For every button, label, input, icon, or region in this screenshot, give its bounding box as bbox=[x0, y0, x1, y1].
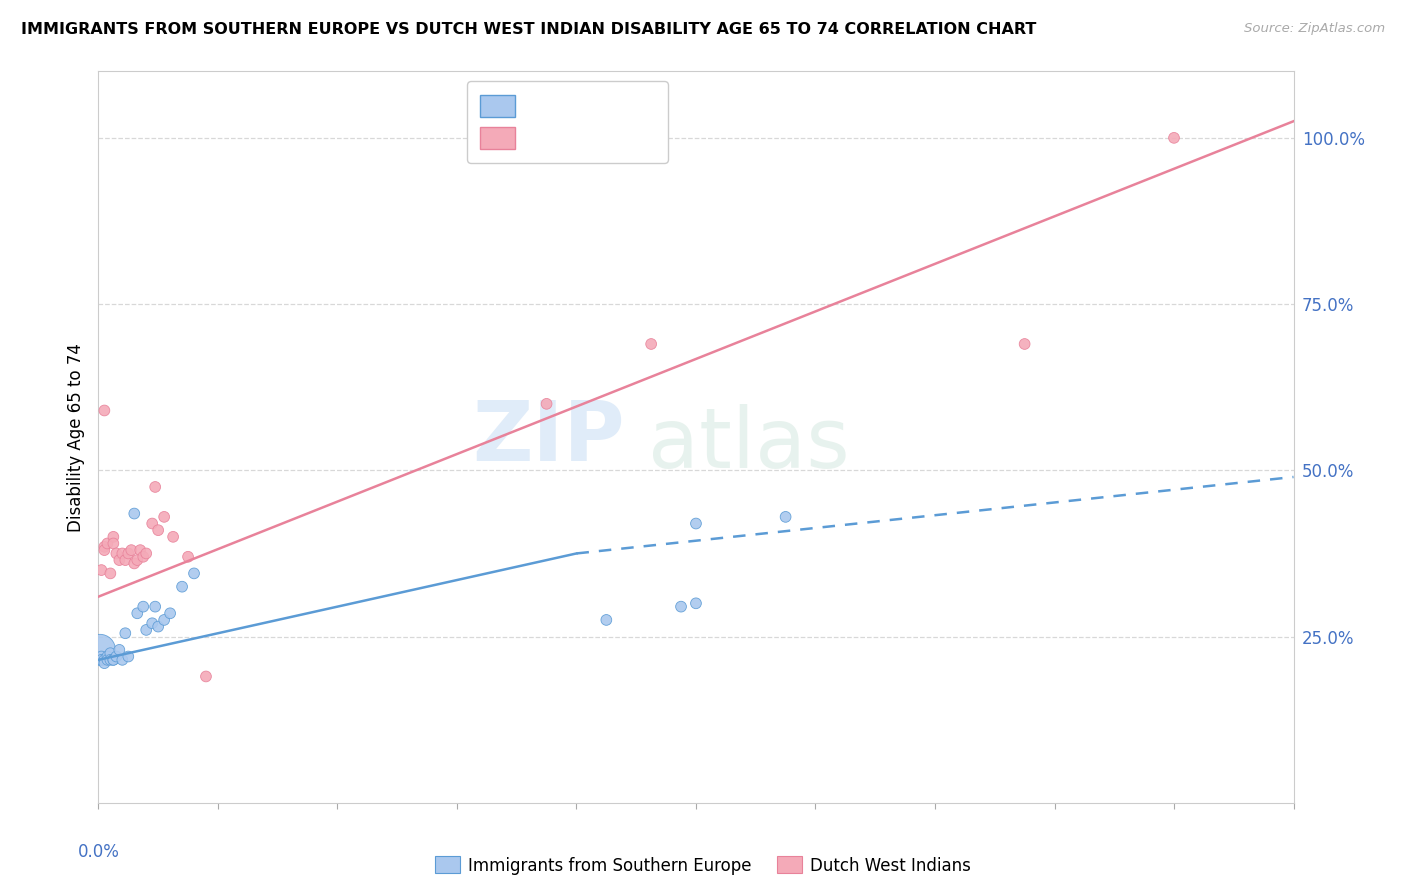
Point bbox=[103, 530, 125, 544]
Point bbox=[183, 566, 205, 581]
Point bbox=[595, 613, 617, 627]
Point bbox=[93, 653, 115, 667]
Point bbox=[120, 543, 142, 558]
Point bbox=[1163, 131, 1185, 145]
Point bbox=[98, 566, 122, 581]
Point bbox=[685, 596, 707, 610]
Point bbox=[90, 649, 112, 664]
Text: N =: N = bbox=[600, 120, 644, 140]
Point bbox=[96, 536, 118, 550]
Point bbox=[93, 543, 115, 558]
Point bbox=[148, 619, 170, 633]
Text: R =: R = bbox=[509, 90, 551, 109]
Text: IMMIGRANTS FROM SOUTHERN EUROPE VS DUTCH WEST INDIAN DISABILITY AGE 65 TO 74 COR: IMMIGRANTS FROM SOUTHERN EUROPE VS DUTCH… bbox=[21, 22, 1036, 37]
Point bbox=[96, 649, 118, 664]
Point bbox=[148, 523, 170, 537]
Point bbox=[96, 653, 118, 667]
Text: 30: 30 bbox=[630, 120, 657, 140]
Point bbox=[127, 607, 149, 621]
Point bbox=[117, 546, 139, 560]
Point bbox=[159, 607, 181, 621]
Point bbox=[143, 480, 166, 494]
Point bbox=[141, 616, 163, 631]
Point bbox=[108, 553, 131, 567]
Point bbox=[98, 653, 122, 667]
Text: 0.680: 0.680 bbox=[541, 120, 596, 140]
Point bbox=[536, 397, 558, 411]
Point bbox=[669, 599, 692, 614]
Point bbox=[105, 546, 128, 560]
Point bbox=[685, 516, 707, 531]
Point bbox=[177, 549, 200, 564]
Point bbox=[172, 580, 194, 594]
Point bbox=[103, 653, 125, 667]
Text: R =: R = bbox=[509, 120, 551, 140]
Point bbox=[153, 613, 176, 627]
Point bbox=[153, 509, 176, 524]
Point bbox=[162, 530, 184, 544]
Point bbox=[114, 553, 136, 567]
Text: ZIP: ZIP bbox=[472, 397, 624, 477]
Text: 0.335: 0.335 bbox=[541, 90, 596, 109]
Legend: Immigrants from Southern Europe, Dutch West Indians: Immigrants from Southern Europe, Dutch W… bbox=[429, 850, 977, 881]
Point bbox=[105, 649, 128, 664]
Point bbox=[114, 626, 136, 640]
Point bbox=[135, 623, 157, 637]
Point bbox=[195, 669, 218, 683]
Point bbox=[90, 563, 112, 577]
Point bbox=[89, 643, 111, 657]
Point bbox=[117, 649, 139, 664]
Point bbox=[1014, 337, 1036, 351]
Point bbox=[132, 549, 155, 564]
Point bbox=[129, 543, 152, 558]
Point bbox=[111, 653, 134, 667]
Text: Source: ZipAtlas.com: Source: ZipAtlas.com bbox=[1244, 22, 1385, 36]
Point bbox=[132, 599, 155, 614]
Point bbox=[141, 516, 163, 531]
Point bbox=[93, 540, 115, 554]
Legend: placeholder1, placeholder2: placeholder1, placeholder2 bbox=[467, 81, 668, 163]
Text: atlas: atlas bbox=[648, 404, 849, 485]
Point bbox=[93, 656, 115, 670]
Point bbox=[127, 553, 149, 567]
Point bbox=[103, 653, 125, 667]
Text: 32: 32 bbox=[630, 90, 658, 109]
Point bbox=[143, 599, 166, 614]
Point bbox=[640, 337, 662, 351]
Point bbox=[108, 643, 131, 657]
Point bbox=[103, 536, 125, 550]
Point bbox=[93, 403, 115, 417]
Point bbox=[111, 546, 134, 560]
Point bbox=[124, 557, 146, 571]
Point bbox=[135, 546, 157, 560]
Y-axis label: Disability Age 65 to 74: Disability Age 65 to 74 bbox=[66, 343, 84, 532]
Text: 0.0%: 0.0% bbox=[77, 843, 120, 861]
Point bbox=[124, 507, 146, 521]
Point bbox=[775, 509, 797, 524]
Point bbox=[98, 646, 122, 660]
Point bbox=[90, 653, 112, 667]
Text: N =: N = bbox=[600, 90, 644, 109]
